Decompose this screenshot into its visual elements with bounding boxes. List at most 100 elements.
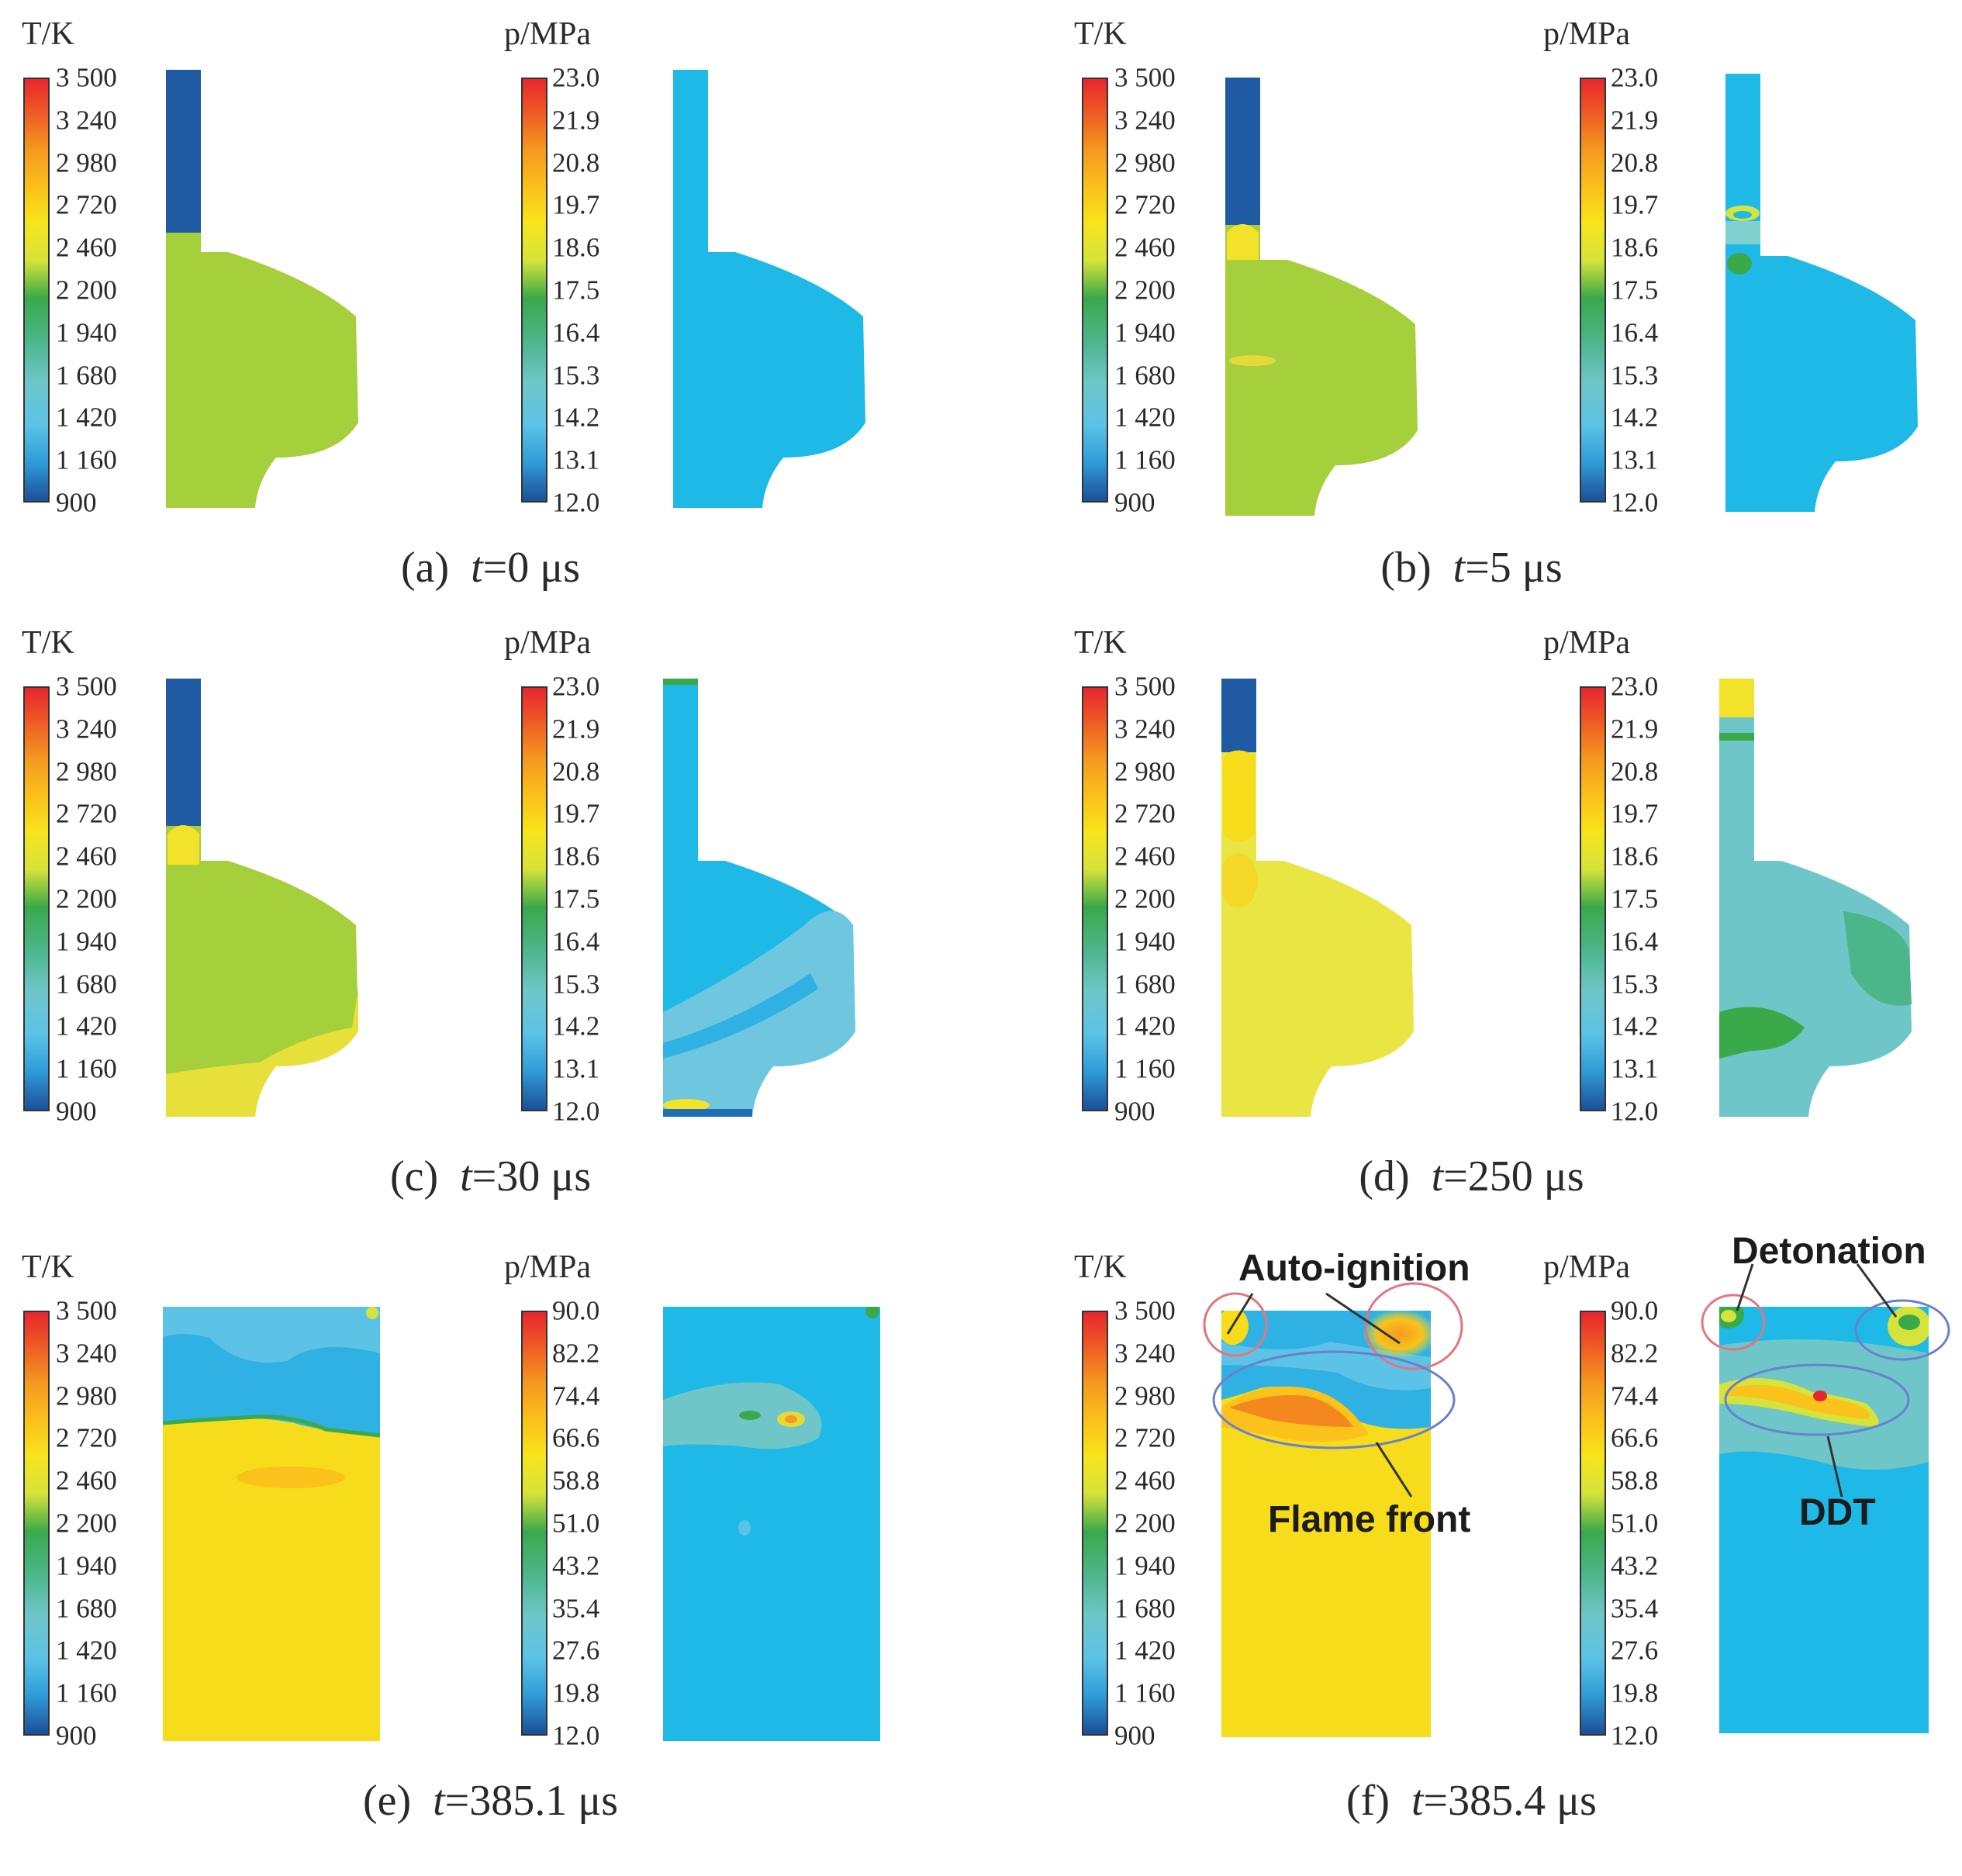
colorbar-tick-label: 14.2 bbox=[1611, 402, 1659, 433]
colorbar-tick-label: 19.8 bbox=[1611, 1677, 1659, 1708]
panel-b: T/K 3 500 3 240 2 980 2 720 2 460 2 200 1 940 1… bbox=[981, 0, 1962, 613]
temperature-field bbox=[163, 1307, 380, 1741]
pressure-field bbox=[1725, 74, 1918, 512]
colorbar-tick-label: 35.4 bbox=[1611, 1593, 1659, 1624]
colorbar-tick-label: 2 460 bbox=[56, 232, 117, 263]
colorbar-tick-label: 3 240 bbox=[1114, 105, 1176, 136]
pressure-tick-labels: 90.0 82.2 74.4 66.6 58.8 51.0 43.2 35.4 27.6 19.8… bbox=[1611, 1297, 1704, 1750]
panel-a: T/K 3 500 3 240 2 980 2 720 2 460 2 200 1 940 1… bbox=[0, 0, 981, 613]
colorbar-tick-label: 43.2 bbox=[1611, 1550, 1659, 1581]
colorbar-tick-label: 900 bbox=[56, 1096, 97, 1127]
colorbar-tick-label: 2 720 bbox=[56, 1422, 117, 1453]
pressure-field bbox=[1719, 1307, 1929, 1733]
pressure-colorbar bbox=[1580, 78, 1606, 503]
colorbar-tick-label: 3 500 bbox=[1114, 1295, 1176, 1326]
colorbar-tick-label: 14.2 bbox=[1611, 1011, 1659, 1042]
colorbar-tick-label: 2 980 bbox=[1114, 1380, 1176, 1411]
colorbar-tick-label: 1 420 bbox=[56, 402, 117, 433]
panel-letter: (b) bbox=[1380, 544, 1432, 592]
panel-caption: (c) t=30 μs bbox=[0, 1152, 981, 1201]
colorbar-tick-label: 3 500 bbox=[1114, 62, 1176, 93]
colorbar-tick-label: 1 160 bbox=[56, 1677, 117, 1708]
colorbar-tick-label: 3 240 bbox=[1114, 1338, 1176, 1369]
colorbar-tick-label: 1 680 bbox=[56, 969, 117, 1000]
colorbar-tick-label: 2 460 bbox=[56, 841, 117, 872]
colorbar-tick-label: 13.1 bbox=[552, 444, 600, 475]
colorbar-tick-label: 3 240 bbox=[1114, 713, 1176, 745]
pressure-field bbox=[663, 679, 855, 1117]
colorbar-tick-label: 20.8 bbox=[1611, 147, 1659, 178]
temperature-field bbox=[166, 70, 358, 508]
colorbar-tick-label: 1 420 bbox=[1114, 1635, 1176, 1666]
colorbar-tick-label: 15.3 bbox=[552, 360, 600, 391]
panel-d: T/K 3 500 3 240 2 980 2 720 2 460 2 200 1 940 1… bbox=[981, 609, 1962, 1221]
colorbar-tick-label: 12.0 bbox=[1611, 1096, 1659, 1127]
colorbar-tick-label: 1 680 bbox=[1114, 360, 1176, 391]
colorbar-tick-label: 16.4 bbox=[552, 926, 600, 957]
colorbar-tick-label: 43.2 bbox=[552, 1550, 600, 1581]
colorbar-tick-label: 3 500 bbox=[56, 1295, 117, 1326]
colorbar-tick-label: 2 460 bbox=[56, 1465, 117, 1496]
colorbar-tick-label: 27.6 bbox=[552, 1635, 600, 1666]
colorbar-tick-label: 1 940 bbox=[1114, 1550, 1176, 1581]
colorbar-tick-label: 21.9 bbox=[552, 105, 600, 136]
colorbar-tick-label: 58.8 bbox=[552, 1465, 600, 1496]
temperature-colorbar-label: T/K bbox=[1074, 1249, 1127, 1285]
ddt-label: DDT bbox=[1799, 1492, 1876, 1533]
colorbar-tick-label: 74.4 bbox=[1611, 1380, 1659, 1411]
colorbar-tick-label: 13.1 bbox=[1611, 1053, 1659, 1084]
time-value: =0 μs bbox=[482, 544, 581, 592]
colorbar-tick-label: 1 940 bbox=[1114, 317, 1176, 348]
time-variable: t bbox=[1431, 1152, 1444, 1201]
colorbar-tick-label: 2 460 bbox=[1114, 1465, 1176, 1496]
pressure-colorbar bbox=[521, 78, 547, 503]
colorbar-tick-label: 1 680 bbox=[1114, 1593, 1176, 1624]
colorbar-tick-label: 3 240 bbox=[56, 1338, 117, 1369]
colorbar-tick-label: 1 160 bbox=[56, 444, 117, 475]
pressure-colorbar-label: p/MPa bbox=[504, 625, 592, 661]
colorbar-tick-label: 2 200 bbox=[1114, 275, 1176, 306]
colorbar-tick-label: 1 160 bbox=[1114, 1053, 1176, 1084]
panel-letter: (e) bbox=[362, 1777, 412, 1825]
pressure-colorbar-label: p/MPa bbox=[1543, 16, 1631, 52]
time-variable: t bbox=[460, 1152, 472, 1201]
colorbar-tick-label: 1 160 bbox=[1114, 444, 1176, 475]
colorbar-tick-label: 1 940 bbox=[56, 317, 117, 348]
temperature-tick-labels: 3 500 3 240 2 980 2 720 2 460 2 200 1 940 1 680… bbox=[56, 673, 149, 1125]
colorbar-tick-label: 900 bbox=[56, 1720, 97, 1751]
time-variable: t bbox=[1453, 544, 1466, 592]
colorbar-tick-label: 16.4 bbox=[552, 317, 600, 348]
colorbar-tick-label: 18.6 bbox=[1611, 232, 1659, 263]
colorbar-tick-label: 12.0 bbox=[552, 487, 600, 518]
colorbar-tick-label: 19.7 bbox=[552, 798, 600, 829]
temperature-field bbox=[1225, 78, 1418, 516]
colorbar-tick-label: 15.3 bbox=[1611, 360, 1659, 391]
colorbar-tick-label: 21.9 bbox=[1611, 713, 1659, 745]
pressure-colorbar-label: p/MPa bbox=[1543, 1249, 1631, 1285]
colorbar-tick-label: 2 720 bbox=[1114, 189, 1176, 220]
time-value: =385.4 μs bbox=[1423, 1777, 1597, 1825]
colorbar-tick-label: 2 460 bbox=[1114, 232, 1176, 263]
colorbar-tick-label: 21.9 bbox=[1611, 105, 1659, 136]
temperature-tick-labels: 3 500 3 240 2 980 2 720 2 460 2 200 1 940 1 680… bbox=[56, 64, 149, 517]
time-value: =30 μs bbox=[472, 1152, 592, 1201]
colorbar-tick-label: 51.0 bbox=[552, 1508, 600, 1539]
colorbar-tick-label: 19.7 bbox=[552, 189, 600, 220]
colorbar-tick-label: 19.8 bbox=[552, 1677, 600, 1708]
colorbar-tick-label: 2 200 bbox=[1114, 1508, 1176, 1539]
colorbar-tick-label: 3 500 bbox=[56, 62, 117, 93]
pressure-field bbox=[673, 70, 865, 508]
panel-f: T/K 3 500 3 240 2 980 2 720 2 460 2 200 1 940 1… bbox=[981, 1231, 1962, 1846]
temperature-field bbox=[1221, 679, 1414, 1117]
colorbar-tick-label: 13.1 bbox=[1611, 444, 1659, 475]
temperature-colorbar-label: T/K bbox=[22, 625, 74, 661]
colorbar-tick-label: 2 980 bbox=[56, 147, 117, 178]
colorbar-tick-label: 1 420 bbox=[56, 1635, 117, 1666]
colorbar-tick-label: 1 940 bbox=[1114, 926, 1176, 957]
colorbar-tick-label: 2 200 bbox=[56, 275, 117, 306]
temperature-colorbar bbox=[1082, 78, 1108, 503]
colorbar-tick-label: 1 940 bbox=[56, 926, 117, 957]
pressure-tick-labels: 23.0 21.9 20.8 19.7 18.6 17.5 16.4 15.3 14.2 13.1… bbox=[1611, 673, 1704, 1125]
panel-caption: (b) t=5 μs bbox=[981, 543, 1962, 593]
detonation-label: Detonation bbox=[1732, 1231, 1926, 1272]
